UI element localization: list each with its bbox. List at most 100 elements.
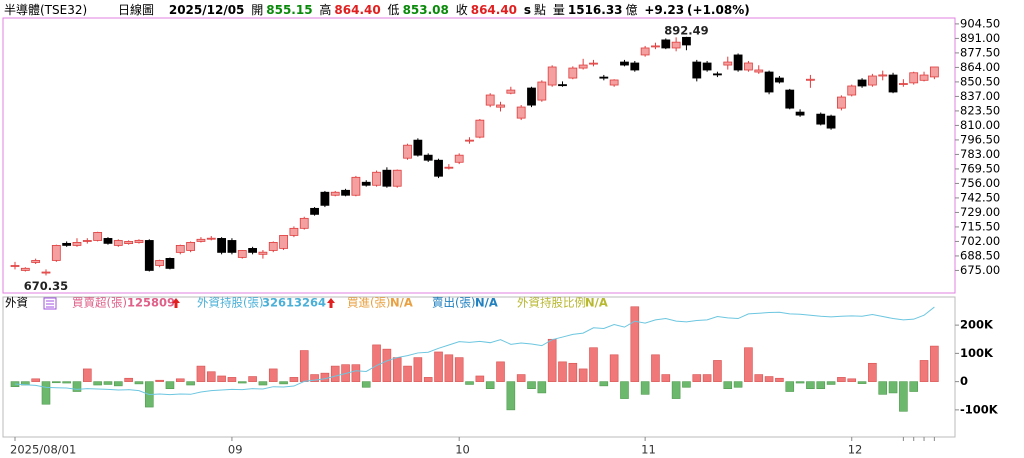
candle-body (41, 271, 51, 274)
flow-frame (2, 296, 956, 438)
bar (568, 362, 578, 382)
bar (310, 374, 319, 382)
candle-body (268, 242, 278, 251)
label: 高 (319, 3, 332, 17)
candle-body (206, 237, 216, 240)
bar (320, 372, 330, 382)
date: 2025/12/05 (168, 3, 245, 17)
y-tick-label: 769.50 (960, 161, 1000, 175)
y-tick-label: 877.50 (960, 45, 1000, 59)
y-tick-label: 823.50 (960, 103, 1000, 117)
bar (392, 357, 402, 382)
candle-body (93, 232, 103, 241)
bar (857, 381, 867, 384)
candle-body (764, 71, 774, 93)
candle-body (537, 81, 547, 101)
bar (506, 381, 516, 411)
bar (248, 376, 257, 382)
y-tick-label: 100K (960, 346, 994, 360)
y-tick-label: 810.00 (960, 118, 1000, 132)
label: 開 (251, 3, 264, 17)
y-tick-label: 837.00 (960, 89, 1000, 103)
candle-body (434, 159, 443, 177)
y-tick-label: 904.50 (960, 16, 1000, 30)
bar (589, 347, 598, 382)
bar (206, 371, 216, 382)
bar (878, 381, 888, 395)
bar (868, 362, 877, 382)
bar (72, 381, 82, 392)
bar (930, 345, 939, 382)
bar (289, 377, 299, 382)
bar (496, 361, 505, 382)
candle-body (547, 66, 557, 86)
value: 864.40 (470, 3, 518, 17)
value: 864.40 (334, 3, 381, 17)
candle-body (186, 242, 196, 251)
candle-body (113, 240, 123, 246)
bar (888, 381, 898, 394)
change: +9.23 (644, 3, 685, 17)
y-tick-label: 715.50 (960, 219, 1000, 233)
x-tick-label: 12 (848, 443, 863, 457)
up-arrow (172, 298, 180, 308)
bar (41, 381, 51, 405)
bar (155, 379, 164, 382)
y-tick-label: 742.50 (960, 190, 1000, 204)
bar (258, 381, 268, 386)
bar (83, 368, 92, 382)
candle-body (175, 245, 185, 253)
candle-body (713, 73, 722, 76)
bar (454, 357, 464, 382)
candle-body (124, 241, 134, 244)
unit: 點 (534, 3, 547, 17)
bar (134, 381, 144, 385)
candle-body (661, 39, 671, 49)
bar (744, 347, 753, 382)
bar (816, 381, 826, 389)
bar (661, 374, 671, 382)
bar (775, 377, 784, 382)
bar (558, 361, 567, 382)
candle-body (62, 242, 72, 246)
y-tick-label: 850.50 (960, 74, 1000, 88)
candle-body (82, 240, 92, 242)
y-tick-label: 756.00 (960, 176, 1000, 190)
candle-body (609, 79, 619, 86)
bar (640, 381, 650, 395)
candle-body (775, 77, 784, 83)
bar (114, 381, 123, 387)
holding-line (14, 306, 935, 396)
bar (465, 381, 474, 385)
bar (423, 377, 433, 382)
bar (93, 381, 102, 386)
candle-body (682, 36, 691, 46)
candle-body (651, 45, 660, 48)
x-tick-label: 09 (228, 443, 243, 457)
bar (837, 377, 846, 382)
bar (713, 360, 722, 382)
candle-body (702, 62, 712, 71)
candle-body (506, 89, 516, 94)
bar (899, 381, 908, 412)
bar (651, 354, 660, 382)
y-tick-label: 0 (960, 374, 968, 388)
candle-body (20, 267, 30, 271)
candle-body (144, 240, 154, 271)
bar (124, 377, 133, 382)
bar (217, 375, 226, 382)
y-tick-label: 783.00 (960, 147, 1000, 161)
bar (764, 376, 774, 382)
candle-body (10, 265, 20, 267)
candle-body (475, 119, 485, 138)
high-label: 892.49 (664, 23, 708, 37)
bar (537, 381, 547, 394)
bar (754, 374, 764, 382)
candle-body (31, 260, 41, 263)
bar (909, 381, 919, 392)
y-tick-label: 675.00 (960, 263, 1000, 277)
bar (372, 344, 381, 382)
candle-body (733, 54, 743, 71)
legend-name: 外資持股比例 (517, 296, 586, 310)
y-tick-label: 796.50 (960, 132, 1000, 146)
